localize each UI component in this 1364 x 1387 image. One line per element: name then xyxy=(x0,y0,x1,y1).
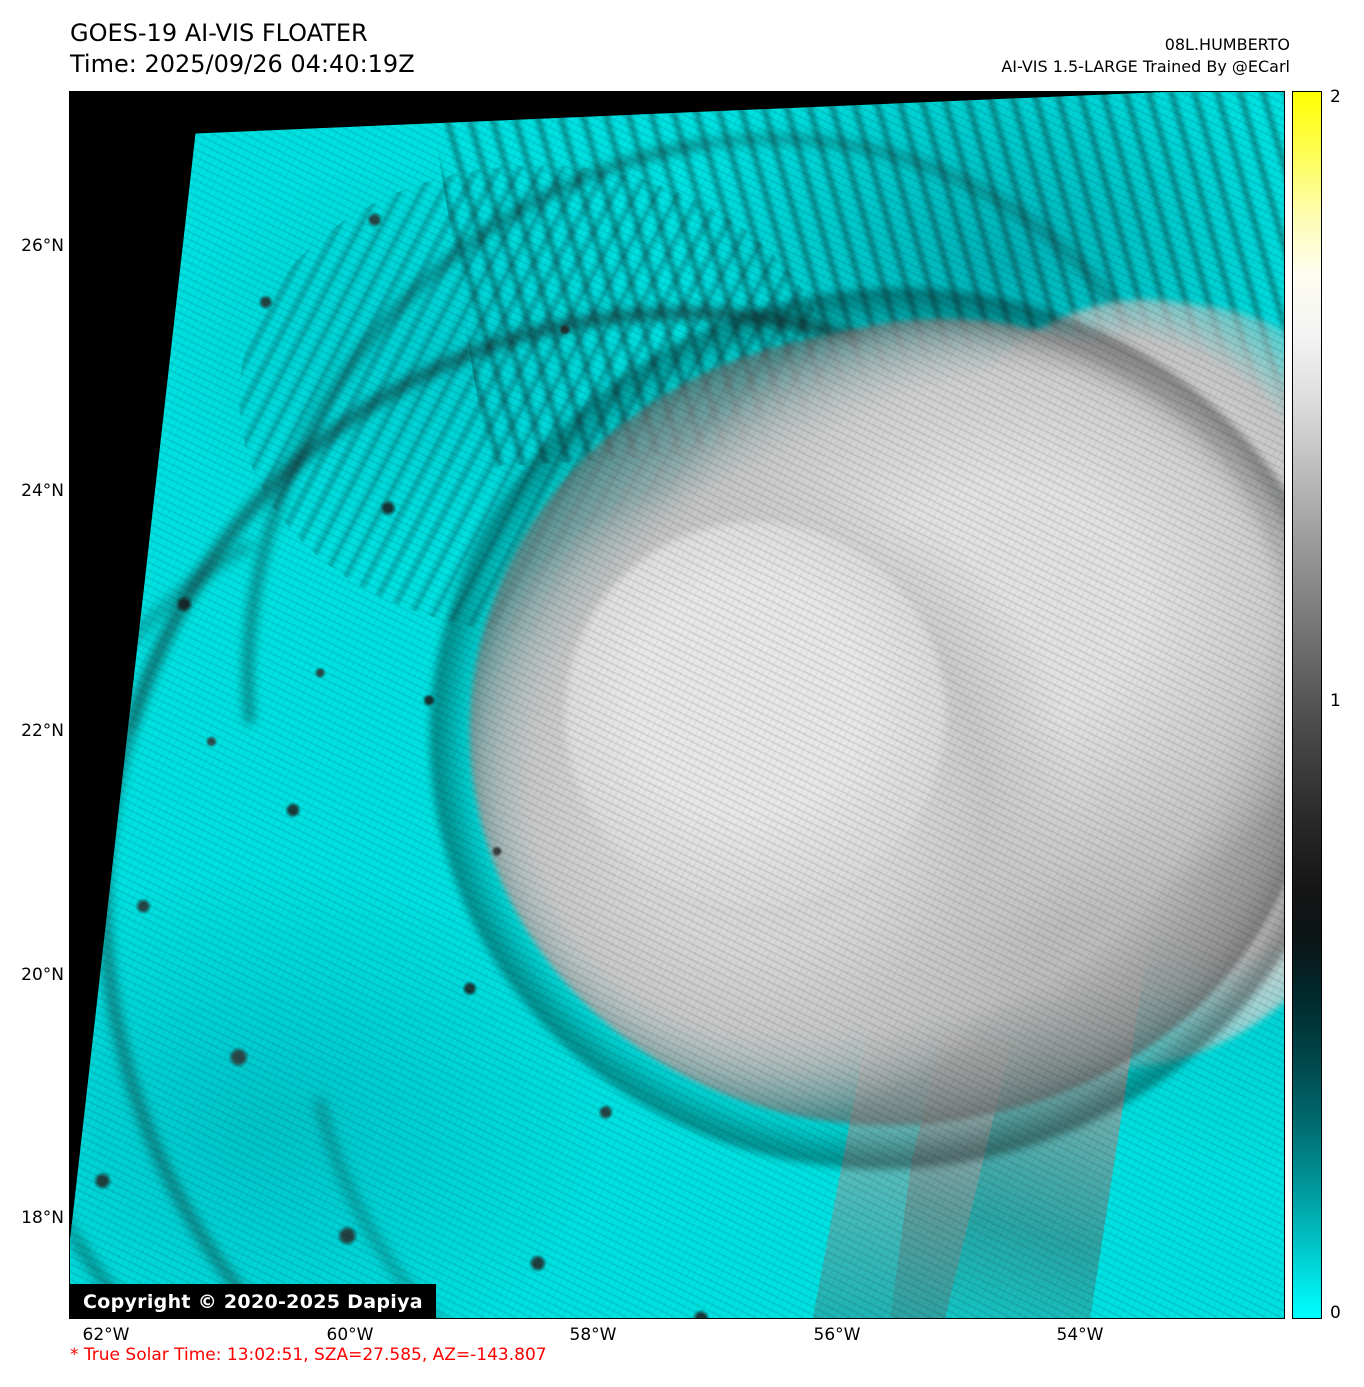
satellite-data-swath xyxy=(70,92,1284,1318)
page-title: GOES-19 AI-VIS FLOATER xyxy=(70,19,368,47)
metadata-block: 08L.HUMBERTO AI-VIS 1.5-LARGE Trained By… xyxy=(1001,34,1290,77)
y-tick-18N: 18°N xyxy=(21,1208,64,1228)
y-tick-20N: 20°N xyxy=(21,965,64,985)
x-tick-56W: 56°W xyxy=(813,1325,861,1345)
storm-id-label: 08L.HUMBERTO xyxy=(1164,35,1290,54)
y-tick-24N: 24°N xyxy=(21,481,64,501)
colorbar-tick-1: 1 xyxy=(1330,691,1341,711)
x-tick-54W: 54°W xyxy=(1056,1325,1104,1345)
satellite-image-plot[interactable]: Copyright © 2020-2025 Dapiya xyxy=(69,91,1285,1319)
plot-clip xyxy=(70,92,1284,1318)
solar-time-note: * True Solar Time: 13:02:51, SZA=27.585,… xyxy=(70,1345,547,1365)
copyright-banner: Copyright © 2020-2025 Dapiya xyxy=(70,1284,436,1318)
pixel-texture-layer xyxy=(70,92,1284,1318)
y-tick-26N: 26°N xyxy=(21,236,64,256)
model-credit-label: AI-VIS 1.5-LARGE Trained By @ECarl xyxy=(1001,56,1290,76)
y-tick-22N: 22°N xyxy=(21,721,64,741)
colorbar-tick-2: 2 xyxy=(1330,87,1341,107)
title-block: GOES-19 AI-VIS FLOATER Time: 2025/09/26 … xyxy=(70,18,415,80)
colorbar-gradient xyxy=(1292,91,1322,1319)
colorbar-tick-0: 0 xyxy=(1330,1303,1341,1323)
x-tick-62W: 62°W xyxy=(82,1325,130,1345)
timestamp-label: Time: 2025/09/26 04:40:19Z xyxy=(70,50,415,79)
colorbar[interactable] xyxy=(1292,91,1322,1319)
trade-cumulus-speckle-layer xyxy=(70,92,1284,1318)
x-tick-58W: 58°W xyxy=(569,1325,617,1345)
x-tick-60W: 60°W xyxy=(326,1325,374,1345)
